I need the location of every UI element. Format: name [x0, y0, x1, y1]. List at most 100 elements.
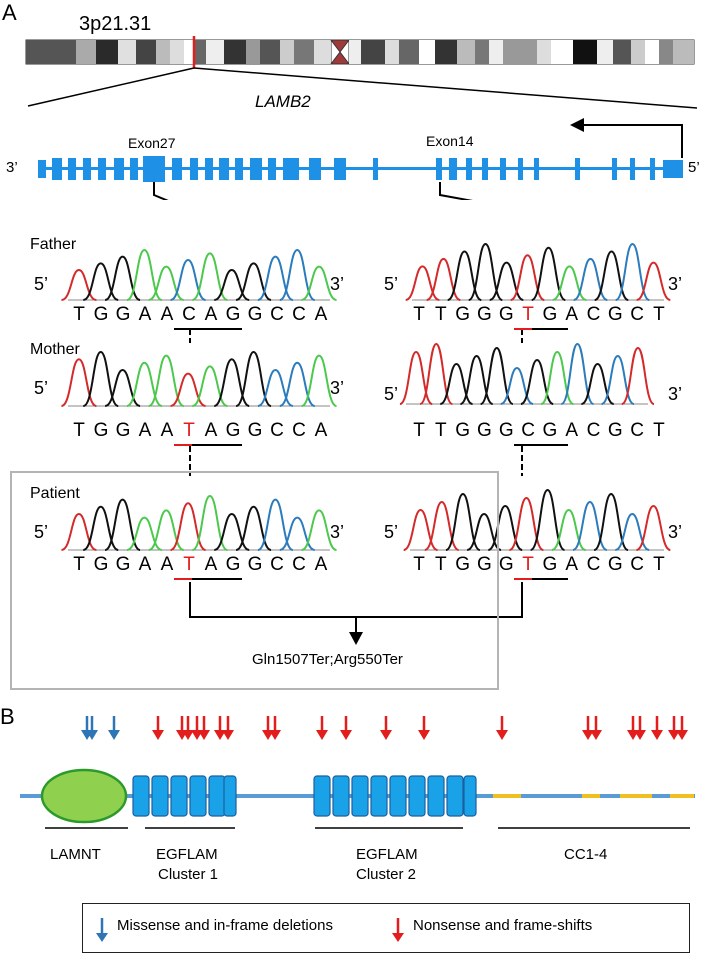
- sequence-base: A: [160, 420, 174, 441]
- chromatogram-peak: [531, 246, 566, 301]
- chromatogram-peak: [301, 509, 337, 551]
- chromatogram-peak: [148, 354, 185, 407]
- sequence-base: T: [413, 420, 425, 441]
- egflam-cluster-2: [313, 775, 477, 817]
- father-label: Father: [30, 236, 77, 253]
- egflam1-label-line2: Cluster 1: [158, 866, 219, 883]
- sequence-base: A: [565, 304, 579, 325]
- sequence-base: A: [314, 420, 328, 441]
- sequence-base: G: [93, 554, 109, 575]
- father-right-5prime: 5’: [384, 274, 399, 294]
- nonsense-arrow: [269, 716, 281, 740]
- sequence-base: T: [183, 420, 195, 441]
- sequence-base: C: [182, 304, 196, 325]
- chromatogram-peak: [594, 250, 629, 301]
- sequence-base: A: [138, 420, 152, 441]
- mother-left-3prime: 3’: [330, 378, 345, 398]
- sequence-base: T: [522, 304, 534, 325]
- sequence-base: G: [225, 554, 241, 575]
- sequence-base: A: [204, 420, 218, 441]
- patient-left-mut-underline: [174, 578, 192, 580]
- mother-left-codon-underline: [192, 444, 242, 446]
- chromatogram-peak: [126, 248, 163, 301]
- nonsense-arrow: [222, 716, 234, 740]
- mother-label: Mother: [30, 341, 80, 358]
- mother-left-5prime: 5’: [34, 378, 49, 398]
- chromatogram-peak: [235, 350, 272, 407]
- legend-icons: [96, 918, 404, 942]
- patient-right-3prime: 3’: [668, 522, 683, 542]
- patient-left-codon-underline: [192, 578, 242, 580]
- sequence-base: T: [413, 554, 425, 575]
- sequence-base: G: [477, 554, 492, 575]
- sequence-base: G: [477, 420, 492, 441]
- chromatogram-peak: [445, 492, 481, 551]
- sequence-base: A: [565, 554, 579, 575]
- sequence-base: C: [292, 420, 306, 441]
- sequence-base: G: [455, 304, 471, 325]
- mother-right-codon-underline: [514, 444, 568, 446]
- sequence-base: G: [93, 420, 109, 441]
- chromatogram-traces: [60, 242, 671, 645]
- mother-right-3prime: 3’: [668, 384, 683, 404]
- cytoband-label: 3p21.31: [79, 13, 152, 35]
- sequence-base: G: [115, 304, 131, 325]
- gene-5prime-label: 5’: [688, 159, 700, 176]
- father-right-3prime: 3’: [668, 274, 683, 294]
- missense-arrow: [86, 716, 98, 740]
- chromosome-ideogram: [25, 39, 695, 65]
- sequence-base: T: [653, 420, 665, 441]
- legend-nonsense-label: Nonsense and frame-shifts: [413, 917, 593, 934]
- lamnt-label: LAMNT: [50, 846, 101, 863]
- sequence-base: G: [542, 420, 558, 441]
- chromatogram-peak: [213, 358, 250, 407]
- chromatogram-peak: [593, 492, 629, 551]
- chromatogram-peak: [636, 261, 671, 301]
- sequence-base: G: [115, 420, 131, 441]
- sequence-base: T: [653, 554, 665, 575]
- patient-label: Patient: [30, 485, 80, 502]
- exon27-label: Exon27: [128, 135, 176, 151]
- lamnt-domain: [40, 768, 128, 824]
- sequence-base: C: [586, 304, 601, 325]
- chromatogram-peak: [635, 504, 671, 551]
- missense-arrow: [108, 716, 120, 740]
- nonsense-arrow: [496, 716, 508, 740]
- father-left-3prime: 3’: [330, 274, 345, 294]
- sequence-base: G: [607, 554, 623, 575]
- sequence-base: C: [586, 554, 601, 575]
- chromatogram-peak: [257, 255, 294, 301]
- father-left-5prime: 5’: [34, 274, 49, 294]
- nonsense-arrow: [182, 716, 194, 740]
- nonsense-arrow: [152, 716, 164, 740]
- sequence-base: T: [435, 554, 447, 575]
- sequence-base: C: [270, 554, 284, 575]
- protein-domain-diagram: [20, 716, 695, 829]
- sequence-base: G: [93, 304, 109, 325]
- chromatogram-peak: [508, 496, 544, 551]
- father-right-mut-underline: [514, 328, 532, 330]
- nonsense-arrow: [262, 716, 274, 740]
- egflam2-label-line2: Cluster 2: [356, 866, 417, 883]
- sequence-base: T: [183, 554, 195, 575]
- chromatogram-peak: [621, 346, 655, 405]
- nonsense-arrow: [651, 716, 663, 740]
- cc-label: CC1-4: [564, 846, 608, 863]
- sequence-base: T: [413, 304, 425, 325]
- sequence-base: T: [522, 554, 534, 575]
- chromatogram-peak: [126, 361, 163, 407]
- chromatogram-peak: [257, 498, 294, 551]
- father-left-codon-underline: [174, 328, 242, 330]
- egflam-cluster-1: [132, 775, 237, 817]
- chromatogram-peak: [419, 342, 454, 405]
- egflam1-label-line1: EGFLAM: [156, 846, 218, 863]
- sequence-base: G: [115, 554, 131, 575]
- sequence-base: G: [542, 554, 558, 575]
- exon14-label: Exon14: [426, 133, 474, 149]
- chromatogram-peak: [301, 354, 338, 407]
- sequence-base: A: [565, 420, 579, 441]
